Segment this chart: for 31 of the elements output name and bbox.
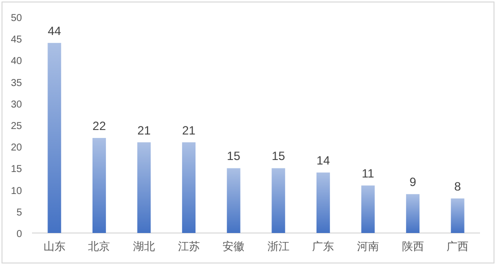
y-tick-label: 5: [16, 207, 22, 218]
x-tick-label: 广西: [446, 240, 469, 253]
data-label: 9: [409, 175, 416, 190]
x-tick-label: 河南: [357, 240, 379, 253]
x-tick-label: 山东: [43, 240, 66, 253]
data-label: 11: [362, 166, 375, 180]
y-tick-label: 25: [10, 121, 22, 132]
data-label: 22: [92, 118, 106, 133]
y-tick-label: 15: [10, 164, 22, 176]
y-tick-label: 30: [10, 99, 22, 110]
y-tick-label: 45: [10, 34, 22, 46]
x-tick-label: 安徽: [222, 240, 245, 253]
y-tick-label: 35: [10, 78, 22, 89]
y-tick-label: 50: [10, 13, 22, 24]
x-tick-label: 广东: [312, 240, 334, 253]
x-tick-label: 陕西: [402, 241, 424, 253]
data-label: 21: [182, 123, 196, 138]
data-label: 15: [272, 149, 286, 164]
data-label: 44: [48, 24, 62, 38]
y-tick-label: 10: [10, 186, 22, 197]
y-tick-label: 40: [10, 56, 22, 68]
data-label: 15: [226, 149, 241, 164]
data-label: 8: [454, 179, 462, 194]
data-label: 14: [316, 154, 330, 168]
x-tick-label: 湖北: [133, 240, 155, 253]
y-tick-label: 0: [16, 229, 22, 240]
data-label: 21: [137, 123, 151, 138]
x-tick-label: 江苏: [178, 240, 200, 253]
y-tick-label: 20: [10, 142, 22, 154]
x-tick-label: 浙江: [267, 240, 290, 253]
x-tick-label: 北京: [88, 240, 110, 253]
